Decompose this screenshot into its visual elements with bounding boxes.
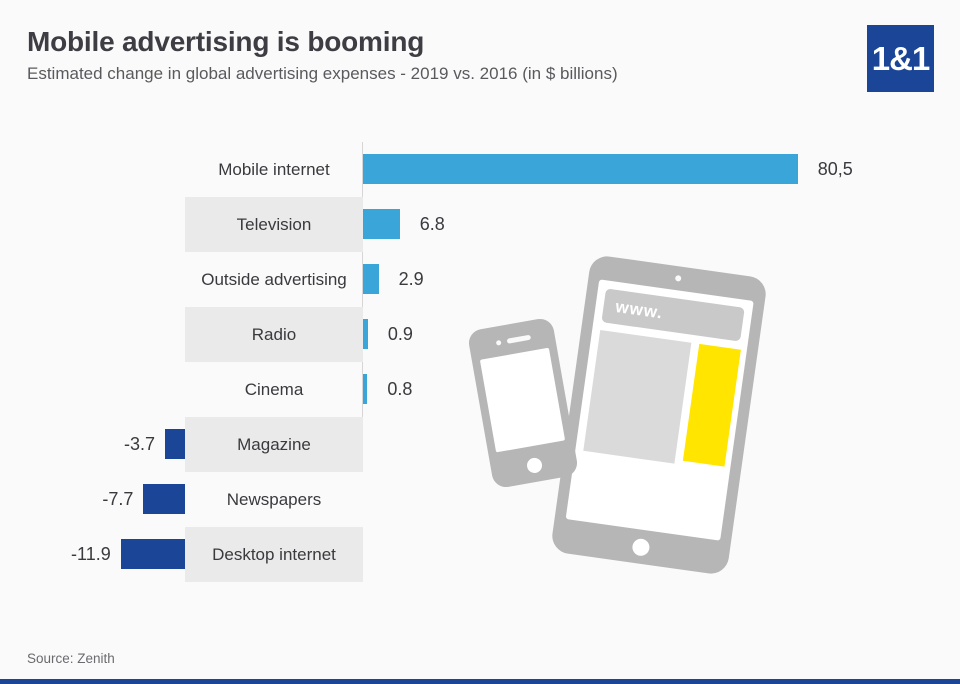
value-label: 0.9 (387, 324, 413, 344)
category-label: Newspapers (226, 490, 322, 509)
value-label: 6.8 (419, 214, 445, 234)
bar-positive (363, 209, 400, 239)
row-band (185, 417, 363, 472)
devices-illustration: www. (466, 250, 780, 590)
tablet-camera-icon (674, 274, 682, 282)
bar-positive (363, 154, 798, 184)
value-label: -7.7 (102, 489, 134, 509)
brand-logo: 1&1 (867, 25, 934, 92)
row-band (185, 307, 363, 362)
bar-chart: Mobile internet 80,5 Television 6.8 Outside … (0, 142, 960, 582)
bottom-accent-bar (0, 679, 960, 684)
value-label: 80,5 (817, 159, 853, 179)
brand-logo-text: 1&1 (871, 39, 931, 77)
category-label: Radio (251, 325, 297, 344)
bar-positive (363, 319, 368, 349)
zero-axis-line (362, 142, 363, 418)
category-label: Outside advertising (201, 270, 347, 289)
ad-banner-block (682, 343, 741, 467)
category-label: Mobile internet (218, 160, 330, 179)
bar-negative (165, 429, 185, 459)
bar-negative (143, 484, 185, 514)
row-band (185, 197, 363, 252)
phone-screen (479, 347, 566, 453)
page-title: Mobile advertising is booming (27, 26, 425, 57)
phone-speaker-icon (506, 334, 532, 344)
phone-home-button-icon (525, 456, 544, 475)
category-label: Magazine (237, 435, 311, 454)
tablet-screen: www. (565, 279, 754, 541)
tablet-home-button-icon (631, 537, 651, 557)
value-label: -3.7 (124, 434, 156, 454)
bar-positive (363, 264, 379, 294)
www-label: www. (614, 297, 665, 323)
webpage-content-block (583, 329, 692, 464)
value-label: -11.9 (71, 544, 111, 564)
category-label: Desktop internet (212, 545, 336, 564)
bar-negative (120, 539, 185, 569)
phone-illustration (466, 316, 580, 490)
category-label: Cinema (244, 380, 304, 399)
phone-camera-icon (495, 339, 502, 346)
value-label: 0.8 (387, 379, 413, 399)
bar-positive (363, 374, 368, 404)
row-band (185, 527, 363, 582)
tablet-illustration: www. (549, 254, 769, 576)
source-note: Source: Zenith (27, 651, 115, 666)
value-label: 2.9 (398, 269, 424, 289)
category-label: Television (236, 215, 312, 234)
page-subtitle: Estimated change in global advertising e… (27, 64, 618, 83)
